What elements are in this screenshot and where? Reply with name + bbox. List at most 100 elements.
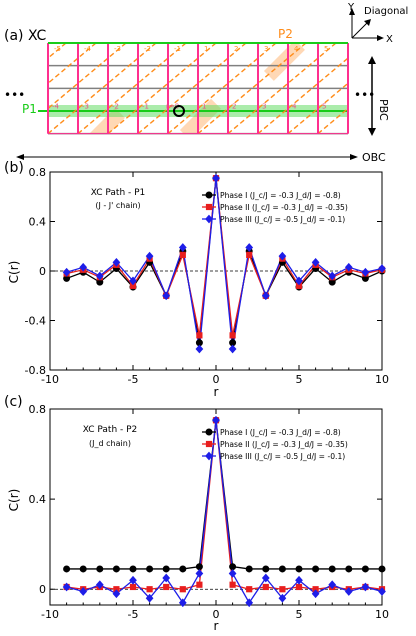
data-point [378, 264, 386, 273]
legend-label: Phase III (J_c/J = -0.5 J_d/J = -0.1) [220, 452, 345, 461]
data-point [212, 173, 220, 183]
data-point [295, 583, 303, 591]
site-label-upper: 3 [264, 45, 268, 53]
pbc-label: PBC [377, 99, 390, 121]
panel-a-label: (a) XC [4, 28, 47, 44]
legend-marker [205, 203, 213, 211]
data-point [262, 583, 269, 591]
site-label-upper: 4 [294, 45, 299, 53]
pbc-arrow [368, 56, 376, 136]
data-point [246, 251, 253, 259]
data-point [278, 593, 287, 603]
site-label-middle: 3 [262, 103, 266, 111]
data-point [196, 332, 203, 339]
y-tick-label: 0.4 [29, 493, 47, 506]
data-point [295, 565, 303, 573]
x-tick-label: 10 [375, 608, 389, 621]
axis-x-label: X [386, 34, 393, 45]
site-label-upper: -1 [174, 45, 181, 53]
data-point [95, 271, 104, 281]
data-point [146, 586, 153, 593]
site-label-middle: 5 [322, 103, 326, 111]
site-label-middle: 4 [292, 103, 297, 111]
legend-marker [205, 214, 213, 224]
data-point [295, 276, 303, 286]
data-point [163, 583, 170, 591]
data-point [79, 587, 88, 596]
legend-label: Phase II (J_c/J = -0.3 J_d/J = -0.35) [220, 203, 348, 212]
right-ellipsis: ••• [354, 88, 375, 102]
data-point [344, 587, 353, 596]
x-tick-label: -5 [128, 373, 139, 386]
axis-diagonal-label: Diagonal [364, 6, 408, 17]
data-point [245, 565, 253, 573]
data-point [361, 582, 370, 592]
chart-b-annotation-line1: XC Path - P1 [91, 188, 146, 198]
site-label-upper: -4 [84, 45, 92, 53]
data-point [179, 586, 186, 593]
obc-label: OBC [362, 151, 386, 164]
x-tick-label: -10 [41, 373, 59, 386]
data-point [129, 565, 137, 573]
p2-highlights [83, 43, 305, 134]
data-point [262, 565, 270, 573]
chart-b-annotation-line2: (J - J' chain) [95, 201, 140, 210]
chart-c-xlabel: r [214, 619, 219, 633]
obc-arrow [16, 154, 358, 160]
y-tick-label: 0.8 [29, 403, 47, 416]
x-tick-label: 5 [296, 608, 303, 621]
data-point [228, 344, 237, 354]
chart-c-annotation-line2: (J_d chain) [89, 439, 131, 448]
data-point [278, 251, 287, 261]
data-point [278, 565, 286, 573]
data-point [145, 593, 154, 603]
data-point [245, 243, 254, 252]
data-point [345, 565, 353, 573]
legend-label: Phase I (J_c/J = -0.3 J_d/J = -0.8) [220, 428, 341, 437]
data-point [129, 575, 137, 585]
y-tick-label: 0 [39, 583, 46, 596]
data-point [344, 262, 353, 272]
data-point [112, 257, 121, 267]
y-tick-label: 0.4 [29, 216, 47, 229]
site-label-middle: -1 [142, 103, 149, 111]
site-labels: -4 -3 -2 -1 r=0 1 2 3 4 5 -5 -4 -3 -2 -1 1 2 3 4 5 [52, 45, 328, 111]
data-point [328, 271, 337, 281]
x-tick-label: -10 [41, 608, 59, 621]
x-tick-label: 0 [213, 608, 220, 621]
site-label-middle: -3 [82, 103, 89, 111]
chart-p2: (c) C(r) r XC Path - P2 (J_d chain) -10 -… [4, 394, 389, 633]
legend-marker [205, 451, 213, 461]
data-point [261, 291, 270, 301]
data-point [179, 251, 186, 259]
data-point [328, 565, 336, 573]
data-point [195, 344, 204, 354]
data-point [112, 589, 121, 599]
y-tick-label: 0.8 [29, 166, 47, 179]
data-point [162, 291, 171, 301]
data-point [361, 565, 369, 573]
data-point [312, 565, 320, 573]
x-tick-label: -5 [128, 608, 139, 621]
data-point [378, 587, 386, 596]
data-point [229, 332, 236, 339]
site-label-upper: -2 [144, 45, 151, 53]
site-label-upper: 1 [204, 45, 208, 53]
data-point [63, 565, 71, 573]
p2-highlight-segment [83, 107, 125, 134]
chart-c-ylabel: C(r) [7, 489, 21, 512]
data-point [112, 565, 120, 573]
lattice-schematic: (a) XC -4 -3 -2 -1 r=0 1 2 3 4 5 -5 -4 -3 -2 -1 1 2 3 4 5 P… [4, 2, 408, 164]
y-tick-label: -0.8 [25, 364, 46, 377]
p1-label: P1 [22, 102, 37, 116]
data-point [361, 267, 370, 277]
data-point [229, 563, 237, 571]
chart-c-annotation-line1: XC Path - P2 [83, 425, 138, 435]
x-tick-label: 0 [213, 373, 220, 386]
site-label-upper: 5 [324, 45, 328, 53]
data-point [311, 589, 320, 599]
site-label-middle: -4 [52, 103, 60, 111]
lattice-rungs [47, 43, 349, 135]
data-point [95, 580, 104, 590]
